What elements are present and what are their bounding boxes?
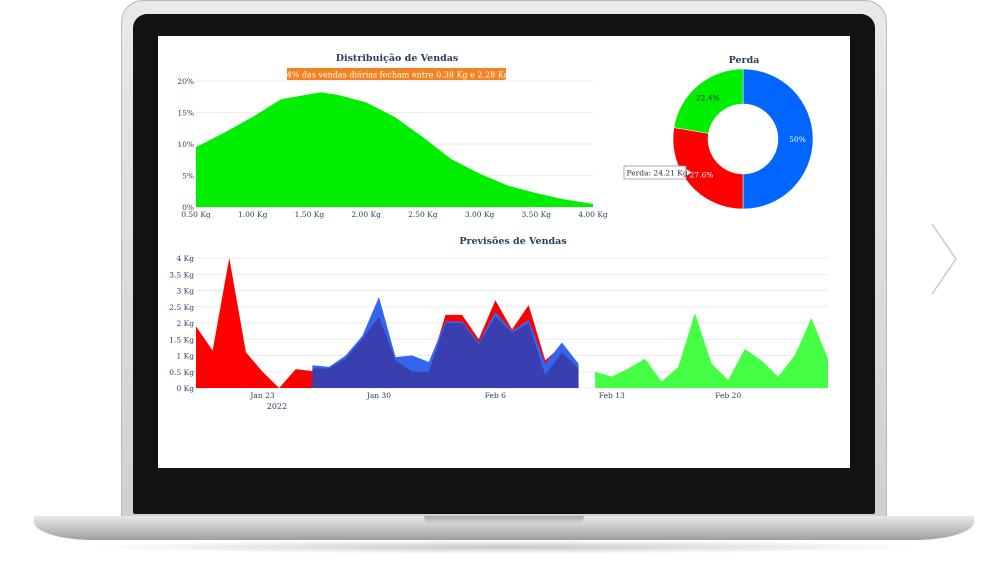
c3-y-tick-label: 3.5 Kg [169, 270, 194, 279]
c1-x-tick-labels: 0.50 Kg 1.00 Kg 1.50 Kg 2.00 Kg 2.50 Kg 3.00 … [181, 210, 608, 219]
laptop-screen: 0% 5% 10% 15% 20% 0.50 Kg 1.00 Kg 1.50 Kg 2.00 … [158, 36, 850, 468]
c1-y-tick-label: 0% [182, 203, 194, 212]
laptop-shadow [80, 540, 930, 554]
c3-y-tick-label: 4 Kg [176, 254, 194, 263]
c2-slice-label: 27.6% [690, 170, 714, 179]
c3-x-tick-labels: Jan 23 Jan 30 Feb 6 Feb 13 Feb 20 [249, 391, 741, 400]
c3-title: Previsões de Vendas [459, 236, 566, 247]
c3-y-tick-label: 1 Kg [176, 352, 194, 361]
c1-x-tick-label: 0.50 Kg [181, 210, 211, 219]
c2-slice-label: 22.4% [696, 93, 720, 102]
c2-title: Perda [729, 55, 760, 66]
c3-series-area [312, 316, 579, 388]
c1-x-tick-label: 3.00 Kg [465, 210, 495, 219]
c3-x-tick-label: Feb 13 [599, 391, 625, 400]
chevron-right-icon[interactable] [926, 220, 960, 298]
c3-y-tick-label: 0.5 Kg [169, 368, 194, 377]
c1-title: Distribuição de Vendas [336, 53, 459, 64]
c1-y-tick-label: 10% [177, 140, 194, 149]
c3-x-tick-label: Feb 20 [715, 391, 741, 400]
c1-y-tick-labels: 0% 5% 10% 15% 20% [177, 77, 194, 212]
sales-forecast-chart: Previsões de Vendas 0 Kg 0.5 Kg 1 Kg 1.5 Kg… [169, 236, 828, 411]
c1-y-tick-label: 20% [177, 77, 194, 86]
c1-x-tick-label: 1.50 Kg [295, 210, 325, 219]
c3-series-area [595, 313, 828, 388]
sales-distribution-area [196, 92, 593, 207]
laptop-notch [424, 516, 584, 523]
c3-x-tick-label: Jan 23 [249, 391, 274, 400]
c1-x-tick-label: 2.50 Kg [408, 210, 438, 219]
c1-annotation: 74% das vendas diárias fecham entre 0.38… [282, 71, 512, 80]
c3-y-tick-label: 2 Kg [176, 319, 194, 328]
c3-x-tick-label: Jan 30 [366, 391, 391, 400]
c2-slice[interactable] [672, 127, 744, 210]
c3-y-tick-label: 1.5 Kg [169, 335, 194, 344]
c3-y-tick-label: 0 Kg [176, 384, 194, 393]
c2-hover-tooltip: Perda: 24.21 Kg [623, 165, 693, 180]
loss-donut-chart: Perda 50% 27.6% 22.4% Perda: 24.21 Kg [623, 55, 814, 210]
c1-x-tick-label: 4.00 Kg [578, 210, 608, 219]
c3-y-tick-label: 3 Kg [176, 287, 194, 296]
c3-y-tick-label: 2.5 Kg [169, 303, 194, 312]
c1-x-tick-label: 2.00 Kg [351, 210, 381, 219]
c1-y-tick-label: 15% [177, 109, 194, 118]
c3-x-tick-label: Feb 6 [485, 391, 506, 400]
dashboard-canvas: 0% 5% 10% 15% 20% 0.50 Kg 1.00 Kg 1.50 Kg 2.00 … [169, 53, 828, 411]
c1-annotation-box [287, 68, 506, 80]
c1-x-tick-label: 3.50 Kg [522, 210, 552, 219]
c2-slices [672, 68, 814, 210]
c1-y-tick-label: 5% [182, 172, 194, 181]
c3-year-label: 2022 [267, 402, 287, 411]
c3-series-areas [196, 258, 828, 388]
c2-slice-label: 50% [789, 135, 806, 144]
c2-slice-labels: 50% 27.6% 22.4% [690, 93, 806, 179]
c1-x-tick-label: 1.00 Kg [238, 210, 268, 219]
c2-slice[interactable] [742, 68, 814, 210]
c2-hover-label: Perda: 24.21 Kg [627, 169, 688, 178]
sales-distribution-chart: 0% 5% 10% 15% 20% 0.50 Kg 1.00 Kg 1.50 Kg 2.00 … [177, 53, 608, 219]
c3-y-tick-labels: 0 Kg 0.5 Kg 1 Kg 1.5 Kg 2 Kg 2.5 Kg 3 Kg 3.5 Kg… [169, 254, 194, 393]
c2-slice[interactable] [673, 68, 744, 134]
